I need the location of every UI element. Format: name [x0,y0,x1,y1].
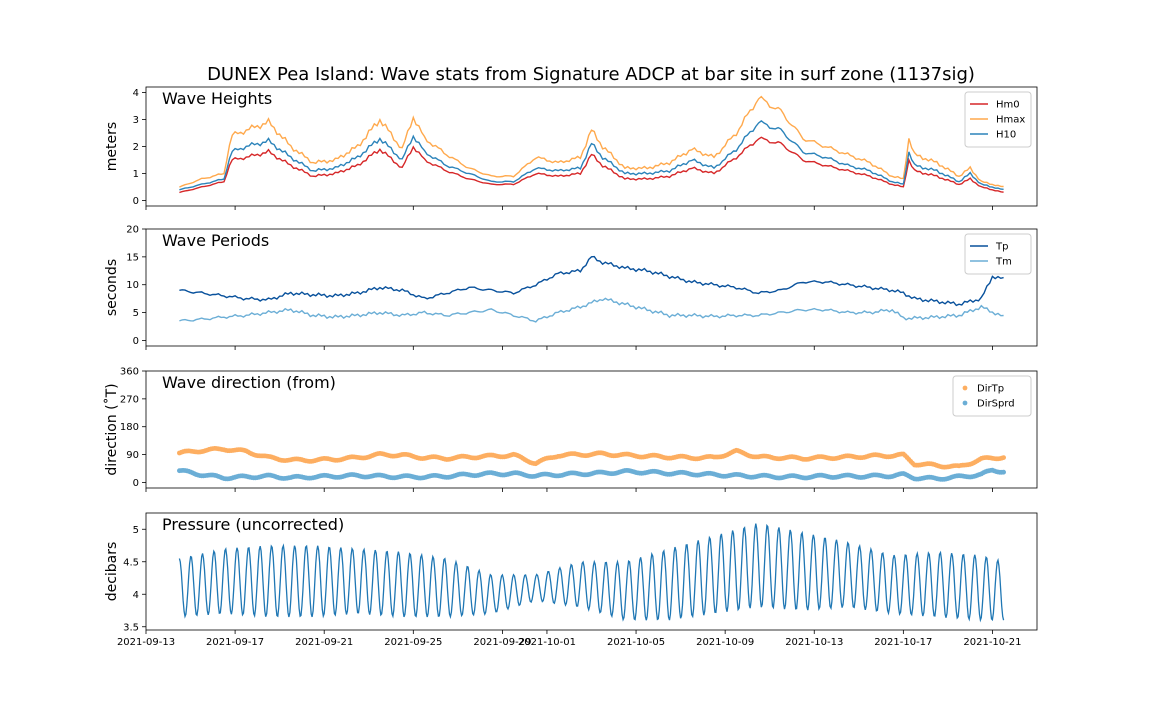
y-tick-label: 4 [133,590,139,601]
series-line-hmax [179,95,1004,188]
series-dirtp [177,446,1006,470]
legend-label-tp: Tp [995,242,1008,253]
legend-marker-dirtp [962,385,968,391]
legend: Tp Tm [964,233,1032,275]
panel-title: Wave Heights [162,89,272,108]
y-tick-label: 180 [120,422,139,433]
legend: Hm0 Hmax H10 [964,91,1032,148]
y-tick-label: 5 [133,525,139,536]
y-tick-label: 2 [133,142,139,153]
x-tick-label: 2021-10-01 [518,637,576,648]
y-tick-label: 90 [126,450,139,461]
x-tick-label: 2021-10-21 [963,637,1021,648]
panel-title: Wave Periods [162,231,269,250]
data-layer [179,95,1004,194]
x-tick-label: 2021-09-21 [295,637,353,648]
x-tick-label: 2021-09-17 [206,637,264,648]
y-tick-label: 360 [120,367,139,378]
data-layer [177,446,1006,482]
x-axis: 2021-09-13 2021-09-17 2021-09-21 2021-09-25… [117,637,1022,648]
legend-label-hm0: Hm0 [996,100,1020,111]
y-axis-label: meters [104,122,120,171]
y-tick-label: 0 [133,478,139,489]
data-layer [179,255,1004,323]
data-layer [178,523,1005,623]
panel-wave-periods: 0 5 10 15 20 seconds Wave Periods Tp Tm [104,225,1038,350]
plot-area [146,87,1037,206]
y-axis-label: seconds [104,259,120,316]
y-axis-label: decibars [104,542,120,602]
legend: DirTp DirSprd [952,375,1032,417]
y-tick-label: 4.5 [123,557,139,568]
scatter-point-dirsprd [1001,469,1006,475]
axes-frame [145,228,1038,347]
series-line-hm0 [179,136,1004,194]
y-tick-label: 4 [133,88,139,99]
x-tick-label: 2021-09-29 [473,637,531,648]
scatter-point-dirtp [1001,455,1006,460]
y-tick-label: 3 [133,115,139,126]
x-tick-label: 2021-09-13 [117,637,175,648]
y-tick-label: 15 [126,252,139,263]
legend-frame [964,233,1032,275]
series-line-tp [179,255,1004,307]
x-tick-label: 2021-10-13 [785,637,843,648]
axes-frame [145,86,1038,207]
series-dirsprd [177,467,1006,482]
legend-frame [952,375,1032,417]
y-tick-label: 1 [133,169,139,180]
plot-area [146,229,1037,346]
panel-pressure: 3.5 4 4.5 5 decibars Pressure (uncorrected) [104,512,1038,634]
x-tick-label: 2021-10-17 [874,637,932,648]
axes-frame [145,512,1038,631]
panel-wave-heights: 0 1 2 3 4 meters Wave Heights Hm0 Hmax H10 [104,86,1038,210]
x-tick-label: 2021-10-05 [607,637,665,648]
legend-label-tm: Tm [995,257,1012,268]
y-tick-label: 270 [120,394,139,405]
series-line-h10 [179,120,1004,191]
axes-frame [145,370,1038,489]
series-line-tm [179,297,1004,323]
panel-title: Wave direction (from) [162,373,336,392]
y-tick-label: 0 [133,336,139,347]
plot-area [146,371,1037,488]
series-line-pressure [178,523,1005,623]
panel-title: Pressure (uncorrected) [162,515,344,534]
y-tick-label: 5 [133,308,139,319]
y-tick-label: 3.5 [123,622,139,633]
chart-title: DUNEX Pea Island: Wave stats from Signat… [207,64,975,85]
chart-panels: 0 1 2 3 4 meters Wave Heights Hm0 Hmax H10 0 5 10 15 2… [103,86,1038,634]
legend-label-dirtp: DirTp [977,384,1004,395]
x-tick-label: 2021-10-09 [696,637,754,648]
x-tick-label: 2021-09-25 [384,637,442,648]
y-tick-label: 10 [126,280,139,291]
legend-label-dirsprd: DirSprd [977,399,1015,410]
y-tick-label: 0 [133,196,139,207]
legend-label-h10: H10 [996,130,1016,141]
y-axis-label: direction (˚T) [103,383,120,475]
legend-label-hmax: Hmax [996,115,1025,126]
y-tick-label: 20 [126,225,139,236]
legend-marker-dirsprd [962,400,968,406]
